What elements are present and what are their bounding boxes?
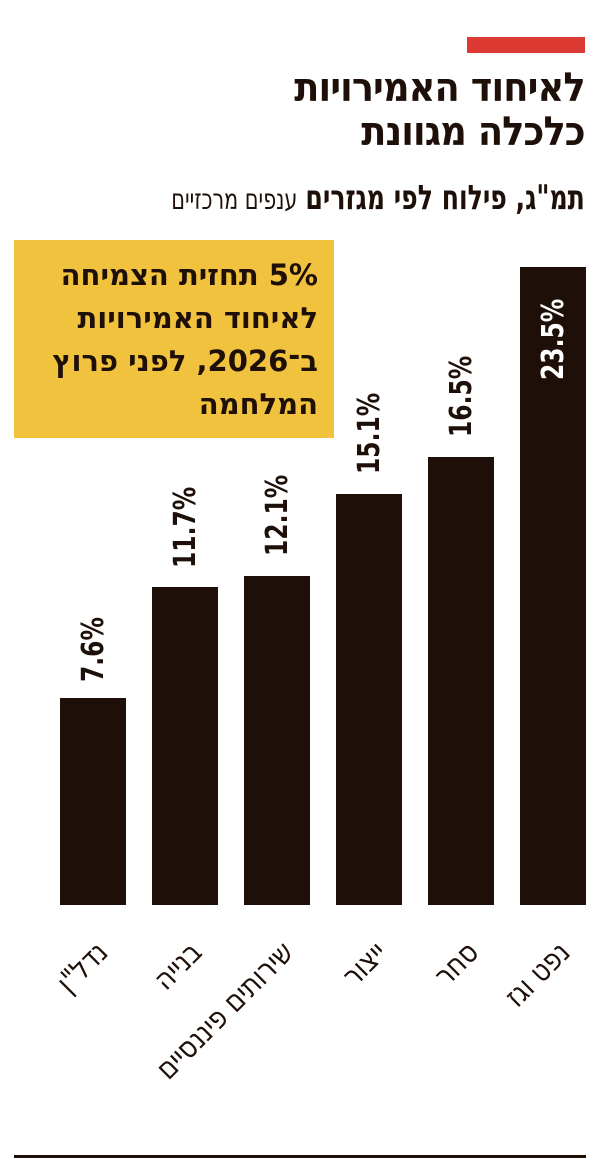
title-line-2: כלכלה מגוונת	[361, 109, 586, 155]
category-label: בנייה	[146, 935, 209, 998]
annotation-box: 5% תחזית הצמיחה לאיחוד האמירויות ב־2026,…	[14, 240, 334, 438]
value-label: 23.5%	[536, 298, 571, 380]
value-label: 15.1%	[352, 392, 387, 474]
chart-subtitle: תמ"ג, פילוח לפי מגזרים ענפים מרכזיים	[171, 178, 585, 220]
annotation-line-4: המלחמה	[198, 387, 318, 421]
subtitle-secondary: ענפים מרכזיים	[171, 183, 298, 216]
bar-manufacturing	[336, 494, 402, 905]
accent-bar	[467, 37, 585, 53]
bar-financial-services	[244, 576, 310, 905]
category-label: ייצור	[335, 935, 394, 994]
chart-title: לאיחוד האמירויות כלכלה מגוונת	[294, 65, 586, 155]
category-label: סחר	[427, 935, 486, 994]
bar-real-estate	[60, 698, 126, 905]
bar-construction	[152, 587, 218, 905]
subtitle-main: תמ"ג, פילוח לפי מגזרים	[305, 178, 585, 218]
bar-trade	[428, 457, 494, 905]
bottom-rule	[14, 1155, 586, 1158]
annotation-line-2: לאיחוד האמירויות	[77, 301, 319, 335]
bar-oil-gas	[520, 267, 586, 905]
title-line-1: לאיחוד האמירויות	[294, 65, 586, 111]
annotation-line-3: ב־2026, לפני פרוץ	[52, 344, 318, 378]
value-label: 11.7%	[168, 486, 203, 568]
value-label: 12.1%	[260, 474, 295, 556]
category-label: נפט וגז	[498, 935, 578, 1015]
value-label: 16.5%	[444, 355, 479, 437]
annotation-line-1: 5% תחזית הצמיחה	[60, 258, 318, 292]
value-label: 7.6%	[76, 617, 111, 682]
category-label: נדל"ן	[49, 935, 115, 1001]
